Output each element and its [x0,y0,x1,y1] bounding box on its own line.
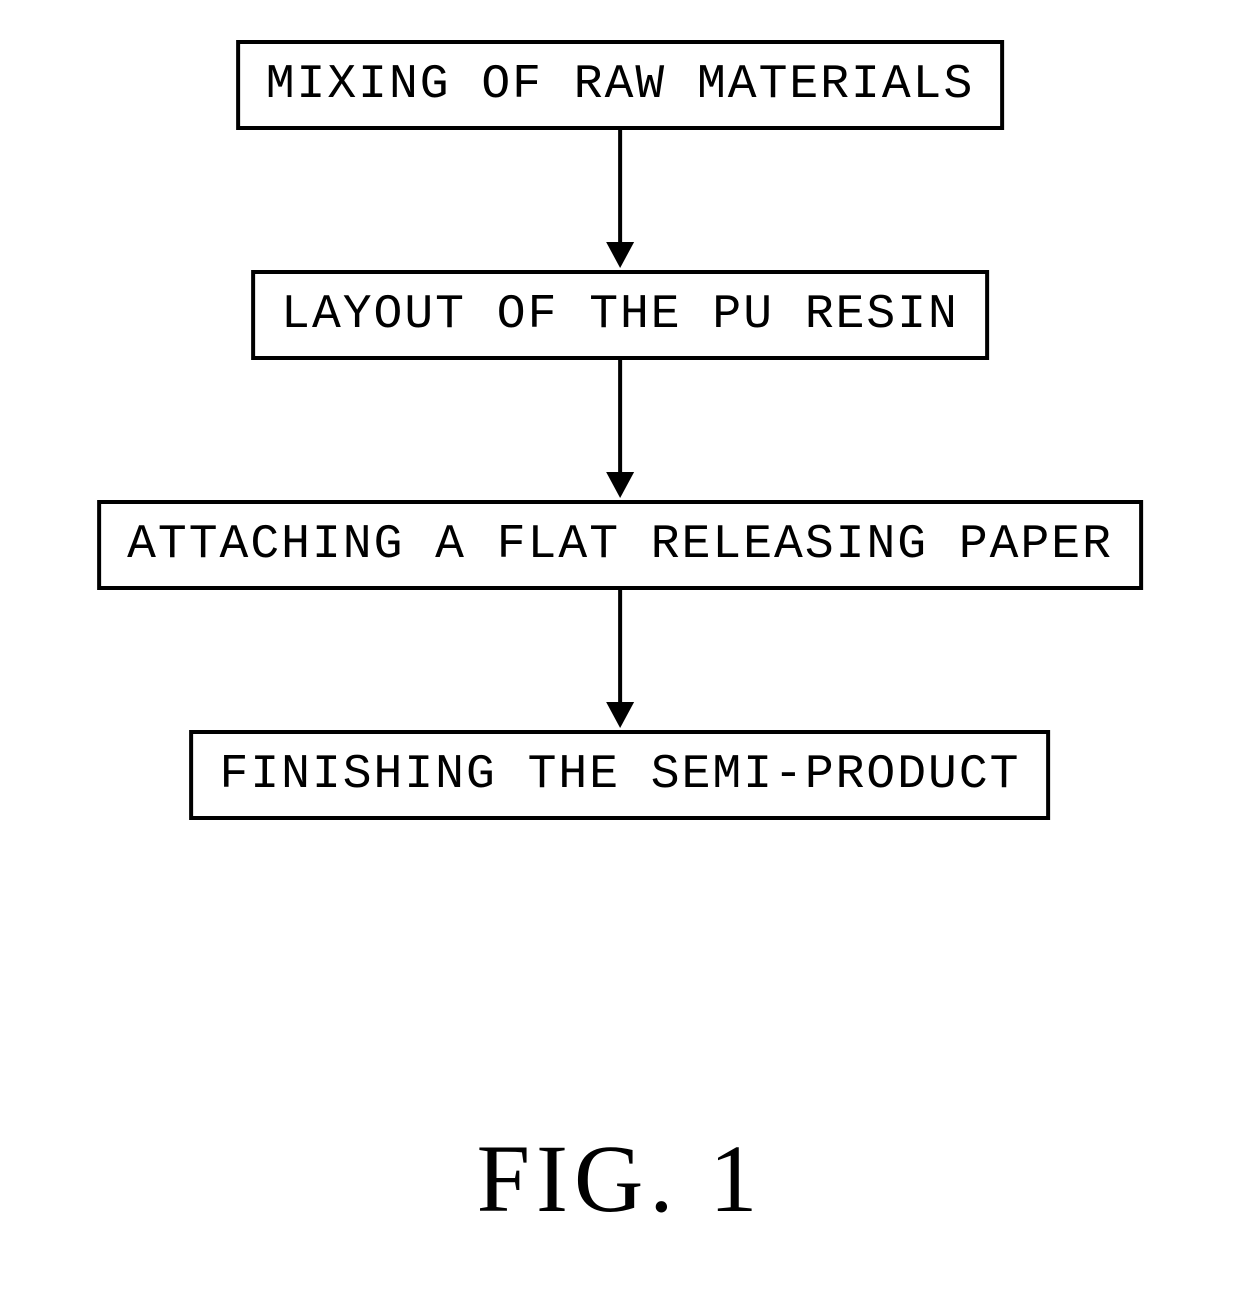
arrow-line [618,590,622,702]
flowchart-container: MIXING OF RAW MATERIALS LAYOUT OF THE PU… [97,40,1143,820]
arrow-head-down-icon [606,702,634,728]
flow-step-2: LAYOUT OF THE PU RESIN [251,270,989,360]
flow-step-1: MIXING OF RAW MATERIALS [236,40,1005,130]
flow-arrow-3 [606,590,634,730]
flow-step-3: ATTACHING A FLAT RELEASING PAPER [97,500,1143,590]
arrow-line [618,360,622,472]
flow-arrow-2 [606,360,634,500]
arrow-head-down-icon [606,242,634,268]
flow-arrow-1 [606,130,634,270]
flow-step-4: FINISHING THE SEMI-PRODUCT [190,730,1051,820]
arrow-head-down-icon [606,472,634,498]
arrow-line [618,130,622,242]
figure-label: FIG. 1 [477,1123,764,1234]
